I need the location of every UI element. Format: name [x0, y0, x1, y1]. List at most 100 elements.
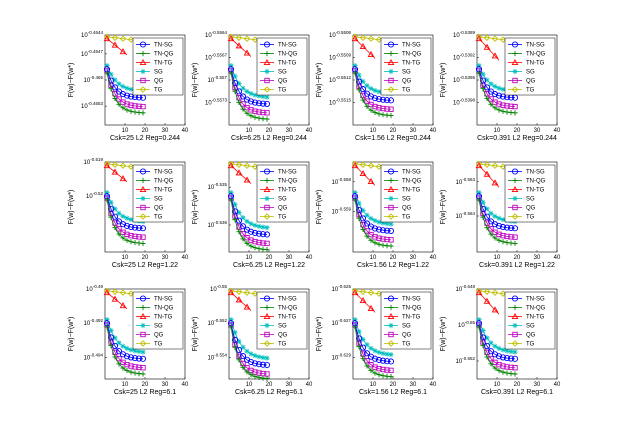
data-point: [491, 221, 499, 228]
legend: TN-SG TN-QG TN-TG SG QG TG: [504, 291, 556, 350]
data-point: [500, 86, 506, 92]
legend-label: TG: [278, 88, 287, 94]
panel-11: 10 20 30 40 10-0.625 10-0.627 10-0.629 F(w)−F(w…: [316, 284, 437, 396]
data-point: [496, 215, 502, 221]
legend-label: TN-SG: [278, 43, 297, 49]
legend-label: SG: [402, 324, 411, 330]
data-point: [132, 348, 138, 354]
data-point: [247, 98, 255, 105]
legend-label: QG: [402, 333, 412, 339]
data-point: [492, 83, 498, 90]
data-point: [499, 290, 507, 297]
legend-marker: [140, 77, 146, 84]
y-axis-label: F(w)−F(w*): [440, 317, 447, 352]
data-point: [235, 288, 243, 295]
data-point: [104, 324, 110, 330]
data-point: [368, 367, 374, 373]
data-point: [243, 303, 251, 310]
data-point: [388, 352, 394, 358]
x-tick-label: 20: [514, 382, 521, 388]
data-point: [111, 34, 119, 41]
data-point: [251, 36, 259, 43]
data-point: [135, 224, 143, 232]
data-point: [491, 306, 499, 313]
series-tn-qg: [476, 197, 518, 247]
panel-12: 10 20 30 40 10-0.648 10-0.65 10-0.652 F(w)−F(w*…: [440, 284, 561, 396]
data-point: [108, 342, 114, 349]
data-point: [380, 220, 386, 226]
legend-marker: [263, 340, 271, 347]
legend-marker: [140, 177, 146, 184]
x-tick-label: 30: [534, 382, 541, 388]
legend-marker: [388, 204, 394, 211]
data-point: [372, 348, 378, 354]
legend-label: TN-TG: [526, 315, 545, 321]
data-point: [388, 106, 394, 112]
data-point: [376, 241, 382, 247]
data-point: [512, 371, 518, 377]
data-point: [351, 287, 359, 295]
data-point: [364, 357, 370, 364]
y-tick-label: 10-0.4653: [81, 101, 103, 110]
data-point: [504, 348, 510, 354]
data-point: [116, 101, 122, 107]
data-point: [363, 350, 371, 357]
data-point: [124, 237, 130, 243]
series-tn-tg: [351, 162, 376, 186]
legend-box: [132, 164, 184, 223]
data-point: [359, 161, 367, 168]
data-point: [512, 103, 518, 110]
data-point: [483, 161, 491, 168]
data-point: [104, 70, 110, 76]
series-tn-sg: [351, 193, 395, 234]
legend: TN-SG TN-QG TN-TG SG QG TG: [132, 164, 184, 223]
data-point: [111, 288, 119, 295]
data-point: [488, 81, 494, 87]
legend-marker: [512, 177, 518, 184]
y-tick-label: 10-0.49: [86, 284, 103, 293]
series-tn-tg: [475, 162, 500, 188]
data-point: [352, 70, 358, 76]
data-point: [380, 373, 386, 379]
data-point: [376, 372, 382, 378]
data-point: [128, 347, 134, 353]
legend-label: TG: [526, 342, 535, 348]
data-point: [483, 43, 491, 50]
data-point: [376, 349, 382, 355]
x-tick-label: 40: [554, 255, 561, 261]
series-tn-tg: [103, 35, 128, 56]
data-point: [140, 349, 146, 355]
data-point: [476, 317, 482, 323]
data-point: [495, 92, 503, 99]
data-point: [260, 94, 266, 100]
data-point: [360, 78, 366, 85]
data-point: [127, 163, 135, 170]
data-point: [120, 365, 126, 371]
data-point: [232, 330, 238, 336]
data-point: [108, 86, 114, 92]
data-point: [227, 33, 235, 41]
data-point: [512, 349, 518, 355]
data-point: [499, 36, 507, 43]
series-tn-sg: [227, 320, 271, 369]
series-tn-sg: [103, 193, 147, 232]
data-point: [112, 354, 118, 360]
legend-marker: [511, 58, 519, 66]
data-point: [263, 231, 271, 238]
data-point: [495, 353, 503, 360]
data-point: [367, 93, 375, 100]
data-point: [380, 242, 386, 248]
data-point: [359, 34, 367, 41]
legend-marker: [388, 322, 394, 329]
data-point: [251, 163, 259, 170]
y-tick-label: 10-0.519: [84, 157, 104, 166]
legend-label: QG: [278, 79, 288, 85]
data-point: [123, 222, 131, 229]
data-point: [116, 361, 122, 367]
data-point: [500, 108, 506, 114]
data-point: [371, 95, 379, 102]
data-point: [239, 353, 247, 360]
data-point: [488, 231, 494, 237]
data-point: [132, 239, 138, 246]
legend-marker: [263, 185, 271, 193]
